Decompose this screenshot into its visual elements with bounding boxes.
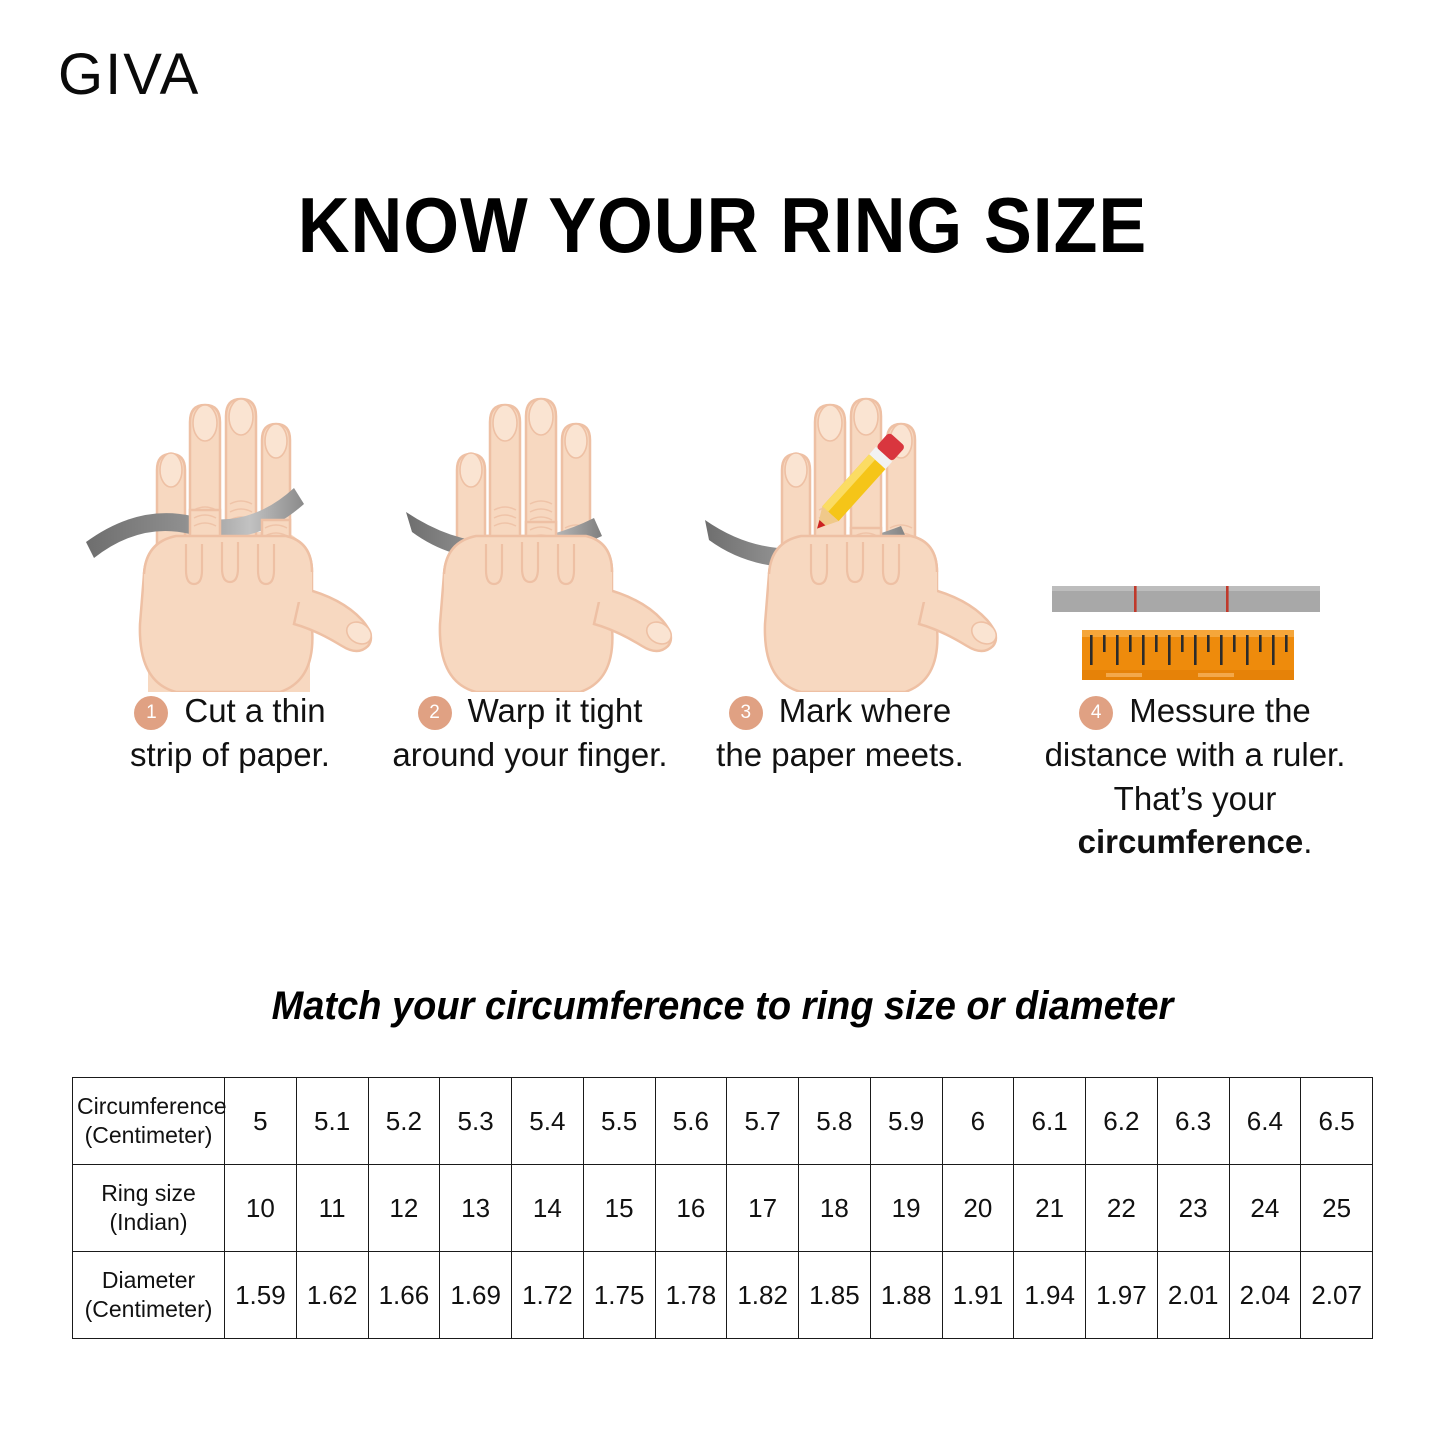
step-4-line-3-post: .: [1303, 822, 1313, 860]
measured-paper-strip: [1052, 586, 1320, 612]
cell-diameter-3: 1.69: [439, 1251, 512, 1339]
table-row-circumference: Circumference (Centimeter) 5 5.1 5.2 5.3…: [72, 1077, 1373, 1165]
row-label-circumference-line-2: (Centimeter): [84, 1122, 213, 1148]
cell-ring-size-4: 14: [511, 1164, 584, 1252]
step-2-line-1: Warp it tight: [467, 692, 643, 729]
cell-diameter-5: 1.75: [582, 1251, 656, 1339]
step-4-badge: 4: [1079, 696, 1114, 730]
cell-diameter-14: 2.04: [1228, 1251, 1302, 1339]
cell-circumference-11: 6.1: [1013, 1077, 1086, 1165]
cell-ring-size-1: 11: [295, 1164, 369, 1252]
cell-diameter-10: 1.91: [941, 1251, 1015, 1339]
hand-with-paper-strip-wrapped: [380, 392, 680, 692]
table-subtitle: Match your circumference to ring size or…: [271, 984, 1174, 1028]
step-4: 4 Messure the distance with a ruler. Tha…: [1000, 690, 1390, 863]
step-3: 3 Mark where the paper meets.: [690, 690, 990, 776]
cell-ring-size-13: 23: [1156, 1164, 1230, 1252]
row-label-ring-size-line-1: Ring size: [101, 1180, 196, 1207]
step-2-text: Warp it tight: [468, 690, 643, 732]
cell-ring-size-5: 15: [582, 1164, 656, 1252]
cell-circumference-6: 5.6: [654, 1077, 728, 1165]
cell-ring-size-12: 22: [1085, 1164, 1158, 1252]
cell-ring-size-3: 13: [439, 1164, 512, 1252]
cell-circumference-8: 5.8: [798, 1077, 871, 1165]
cell-diameter-6: 1.78: [654, 1251, 728, 1339]
cell-ring-size-14: 24: [1228, 1164, 1302, 1252]
cell-circumference-12: 6.2: [1085, 1077, 1158, 1165]
step-4-bold-word: circumference: [1077, 822, 1304, 860]
step-1: 1 Cut a thin strip of paper.: [80, 690, 380, 776]
ring-size-table: Circumference (Centimeter) 5 5.1 5.2 5.3…: [72, 1077, 1373, 1339]
cell-circumference-7: 5.7: [726, 1077, 799, 1165]
row-label-ring-size: Ring size (Indian): [72, 1164, 225, 1252]
ring-size-table-wrapper: Circumference (Centimeter) 5 5.1 5.2 5.3…: [72, 1077, 1373, 1339]
cell-ring-size-10: 20: [941, 1164, 1015, 1252]
cell-ring-size-8: 18: [798, 1164, 871, 1252]
steps-row: 1 Cut a thin strip of paper. 2 Warp it t…: [0, 690, 1445, 860]
cell-circumference-1: 5.1: [295, 1077, 369, 1165]
cell-diameter-2: 1.66: [367, 1251, 441, 1339]
step-3-line-1: Mark where: [778, 692, 952, 729]
cell-ring-size-7: 17: [726, 1164, 799, 1252]
cell-circumference-13: 6.3: [1156, 1077, 1230, 1165]
cell-ring-size-15: 25: [1300, 1164, 1373, 1252]
step-2-badge: 2: [417, 696, 452, 730]
cell-diameter-15: 2.07: [1300, 1251, 1373, 1339]
cell-circumference-15: 6.5: [1300, 1077, 1373, 1165]
step-1-text: Cut a thin: [184, 690, 325, 732]
step-3-line-2: the paper meets.: [716, 736, 964, 774]
table-row-diameter: Diameter (Centimeter) 1.59 1.62 1.66 1.6…: [72, 1251, 1373, 1339]
step-3-badge: 3: [728, 696, 763, 730]
illustration-row: [0, 392, 1445, 692]
row-label-diameter-line-1: Diameter: [101, 1267, 196, 1294]
row-label-diameter-line-2: (Centimeter): [84, 1296, 213, 1322]
cell-circumference-5: 5.5: [582, 1077, 656, 1165]
page-title: KNOW YOUR RING SIZE: [297, 181, 1148, 269]
table-row-ring-size: Ring size (Indian) 10 11 12 13 14 15 16 …: [72, 1164, 1373, 1252]
cell-circumference-3: 5.3: [439, 1077, 512, 1165]
cell-circumference-9: 5.9: [869, 1077, 943, 1165]
step-4-line-3: That’s your circumference.: [1000, 778, 1390, 862]
step-1-badge: 1: [134, 696, 169, 730]
cell-circumference-14: 6.4: [1228, 1077, 1302, 1165]
step-4-text: Messure the: [1129, 690, 1311, 732]
row-label-circumference: Circumference (Centimeter): [72, 1077, 227, 1165]
cell-circumference-10: 6: [941, 1077, 1015, 1165]
step-2: 2 Warp it tight around your finger.: [380, 690, 680, 776]
ruler-icon: [1082, 630, 1294, 680]
row-label-diameter: Diameter (Centimeter): [72, 1251, 225, 1339]
step-4-line-3-pre: That’s your: [1113, 780, 1277, 818]
hand-with-paper-strip-loose: [80, 392, 380, 692]
cell-diameter-4: 1.72: [511, 1251, 584, 1339]
step-2-line-2: around your finger.: [392, 736, 668, 774]
step-1-line-1: Cut a thin: [184, 692, 326, 729]
cell-diameter-9: 1.88: [869, 1251, 943, 1339]
step-4-line-2: distance with a ruler.: [1044, 736, 1346, 774]
cell-ring-size-9: 19: [869, 1164, 943, 1252]
step-3-text: Mark where: [779, 690, 951, 732]
cell-circumference-4: 5.4: [511, 1077, 584, 1165]
cell-ring-size-2: 12: [367, 1164, 441, 1252]
cell-diameter-7: 1.82: [726, 1251, 799, 1339]
cell-diameter-8: 1.85: [798, 1251, 871, 1339]
pencil-icon: [817, 433, 904, 529]
row-label-circumference-line-1: Circumference: [77, 1093, 227, 1120]
cell-diameter-1: 1.62: [295, 1251, 369, 1339]
hand-with-pencil-marking-strip: [705, 392, 1005, 692]
table-body: Circumference (Centimeter) 5 5.1 5.2 5.3…: [72, 1077, 1373, 1339]
cell-circumference-2: 5.2: [367, 1077, 441, 1165]
cell-diameter-11: 1.94: [1013, 1251, 1086, 1339]
cell-ring-size-0: 10: [224, 1164, 297, 1252]
cell-circumference-0: 5: [224, 1077, 297, 1165]
ruler-measuring-marked-strip: [1030, 392, 1350, 692]
step-1-line-2: strip of paper.: [130, 736, 330, 774]
cell-diameter-12: 1.97: [1085, 1251, 1158, 1339]
cell-ring-size-6: 16: [654, 1164, 728, 1252]
row-label-ring-size-line-2: (Indian): [109, 1209, 188, 1235]
cell-diameter-0: 1.59: [224, 1251, 297, 1339]
cell-ring-size-11: 21: [1013, 1164, 1086, 1252]
step-4-line-1: Messure the: [1129, 692, 1311, 729]
cell-diameter-13: 2.01: [1156, 1251, 1230, 1339]
brand-logo: GIVA: [58, 42, 201, 107]
